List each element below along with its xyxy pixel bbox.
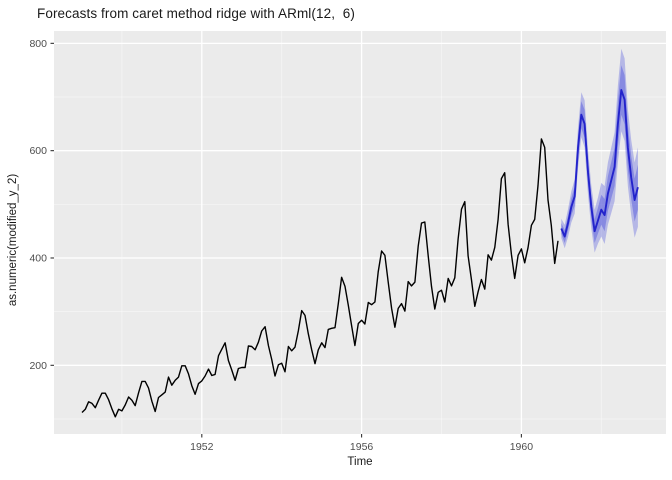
x-axis-label: Time (347, 456, 373, 468)
y-tick-label: 200 (29, 360, 47, 372)
y-tick-label: 600 (29, 145, 47, 157)
y-tick-label: 400 (29, 252, 47, 264)
panel-background (54, 31, 666, 434)
forecast-mean-line (560, 89, 639, 238)
chart-title: Forecasts from caret method ridge with A… (37, 6, 355, 21)
y-tick-label: 800 (29, 38, 47, 50)
x-tick-label: 1952 (190, 441, 214, 453)
forecast-band-95 (561, 48, 638, 253)
x-tick-label: 1960 (510, 441, 534, 453)
x-tick-label: 1956 (350, 441, 374, 453)
observed-series-line (81, 138, 559, 418)
y-axis-label: as.numeric(modified_y_2) (7, 173, 19, 307)
